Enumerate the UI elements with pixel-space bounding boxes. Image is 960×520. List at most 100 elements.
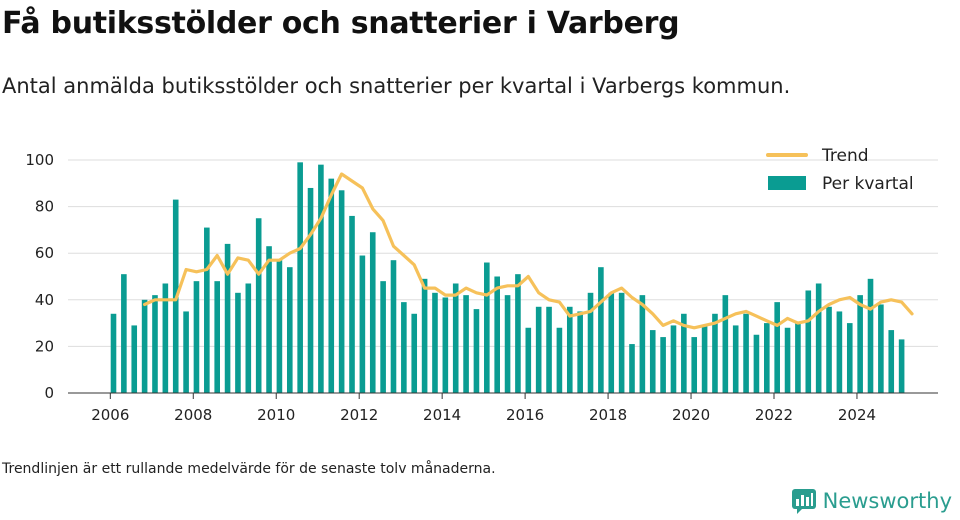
y-tick-label: 80	[35, 198, 54, 216]
x-tick-label: 2018	[589, 406, 627, 424]
bar	[587, 292, 594, 393]
bar	[484, 262, 490, 393]
bar	[515, 274, 521, 393]
x-tick-label: 2006	[91, 406, 129, 424]
bar	[390, 260, 397, 393]
y-tick-label: 60	[35, 244, 54, 262]
bar	[598, 267, 604, 393]
bar	[473, 309, 480, 393]
brand-name: Newsworthy	[822, 489, 952, 513]
bar	[784, 327, 791, 393]
bar	[681, 313, 687, 393]
bar	[380, 281, 386, 393]
bar	[432, 292, 438, 393]
bar	[297, 162, 303, 393]
trend-line	[143, 172, 914, 330]
bar	[732, 325, 739, 393]
x-tick-label: 2024	[838, 406, 876, 424]
bar	[411, 313, 418, 393]
bar	[701, 325, 708, 393]
x-tick-label: 2022	[755, 406, 793, 424]
y-tick-label: 0	[44, 384, 54, 402]
bar	[846, 323, 853, 393]
bar	[131, 325, 138, 393]
legend-label: Per kvartal	[822, 174, 914, 194]
bar	[888, 330, 895, 393]
trend-series	[143, 172, 914, 330]
bar	[121, 274, 127, 393]
bar	[141, 299, 148, 393]
bar	[307, 187, 314, 393]
x-tick-label: 2012	[340, 406, 378, 424]
bar	[463, 295, 469, 393]
bar	[318, 164, 324, 393]
bar	[525, 327, 532, 393]
bar	[649, 330, 656, 393]
bar	[204, 227, 210, 393]
x-tick-label: 2020	[672, 406, 710, 424]
bar	[266, 246, 272, 393]
bar	[774, 302, 780, 393]
bar	[566, 306, 573, 393]
bar	[826, 306, 832, 393]
bar	[359, 255, 366, 393]
bar	[245, 283, 252, 393]
bar	[235, 292, 241, 393]
gridlines	[68, 159, 938, 347]
bar	[349, 215, 355, 393]
bar	[608, 292, 615, 393]
bar	[878, 304, 884, 393]
bar	[338, 190, 345, 393]
y-tick-label: 20	[35, 337, 54, 355]
bar	[504, 295, 511, 393]
bar	[255, 218, 262, 393]
bar	[369, 232, 376, 393]
bar	[110, 313, 117, 393]
bar	[670, 325, 677, 393]
bar	[691, 337, 698, 393]
newsworthy-logo-icon	[791, 489, 816, 514]
footnote: Trendlinjen är ett rullande medelvärde f…	[2, 461, 496, 477]
bar-series	[110, 162, 905, 393]
bar	[618, 292, 625, 393]
bar	[286, 267, 293, 393]
bar	[276, 260, 283, 393]
bar	[639, 295, 646, 393]
bar	[805, 290, 812, 393]
bar	[815, 283, 822, 393]
bar	[629, 344, 635, 393]
y-tick-label: 40	[35, 291, 54, 309]
bar	[546, 306, 552, 393]
bar	[162, 283, 169, 393]
bar	[442, 297, 449, 393]
axes: 0 20 40 60 80 100 2006 2008 2010 2012 2014 2016 2018…	[25, 151, 938, 424]
x-tick-label: 2010	[257, 406, 295, 424]
bar	[452, 283, 459, 393]
bar	[183, 311, 189, 393]
bar	[328, 178, 335, 393]
legend-swatch-bar	[768, 176, 806, 190]
bar	[743, 313, 749, 393]
bar	[753, 334, 760, 393]
bar	[795, 323, 801, 393]
bar	[712, 313, 718, 393]
bar	[535, 306, 542, 393]
bar	[214, 281, 220, 393]
bar	[867, 278, 874, 393]
bar	[836, 311, 843, 393]
bar	[764, 323, 770, 393]
x-tick-label: 2014	[423, 406, 461, 424]
x-tick-label: 2016	[506, 406, 544, 424]
bar	[898, 339, 905, 393]
chart-title: Få butiksstölder och snatterier i Varber…	[2, 6, 680, 41]
bar	[494, 276, 500, 393]
bar	[193, 281, 200, 393]
bar	[660, 337, 666, 393]
bar	[224, 243, 231, 393]
chart-subtitle: Antal anmälda butiksstölder och snatteri…	[2, 74, 791, 98]
legend: Trend Per kvartal	[766, 146, 914, 194]
brand[interactable]: Newsworthy	[791, 488, 952, 514]
bar	[421, 278, 428, 393]
bar	[152, 295, 158, 393]
x-tick-label: 2008	[174, 406, 212, 424]
